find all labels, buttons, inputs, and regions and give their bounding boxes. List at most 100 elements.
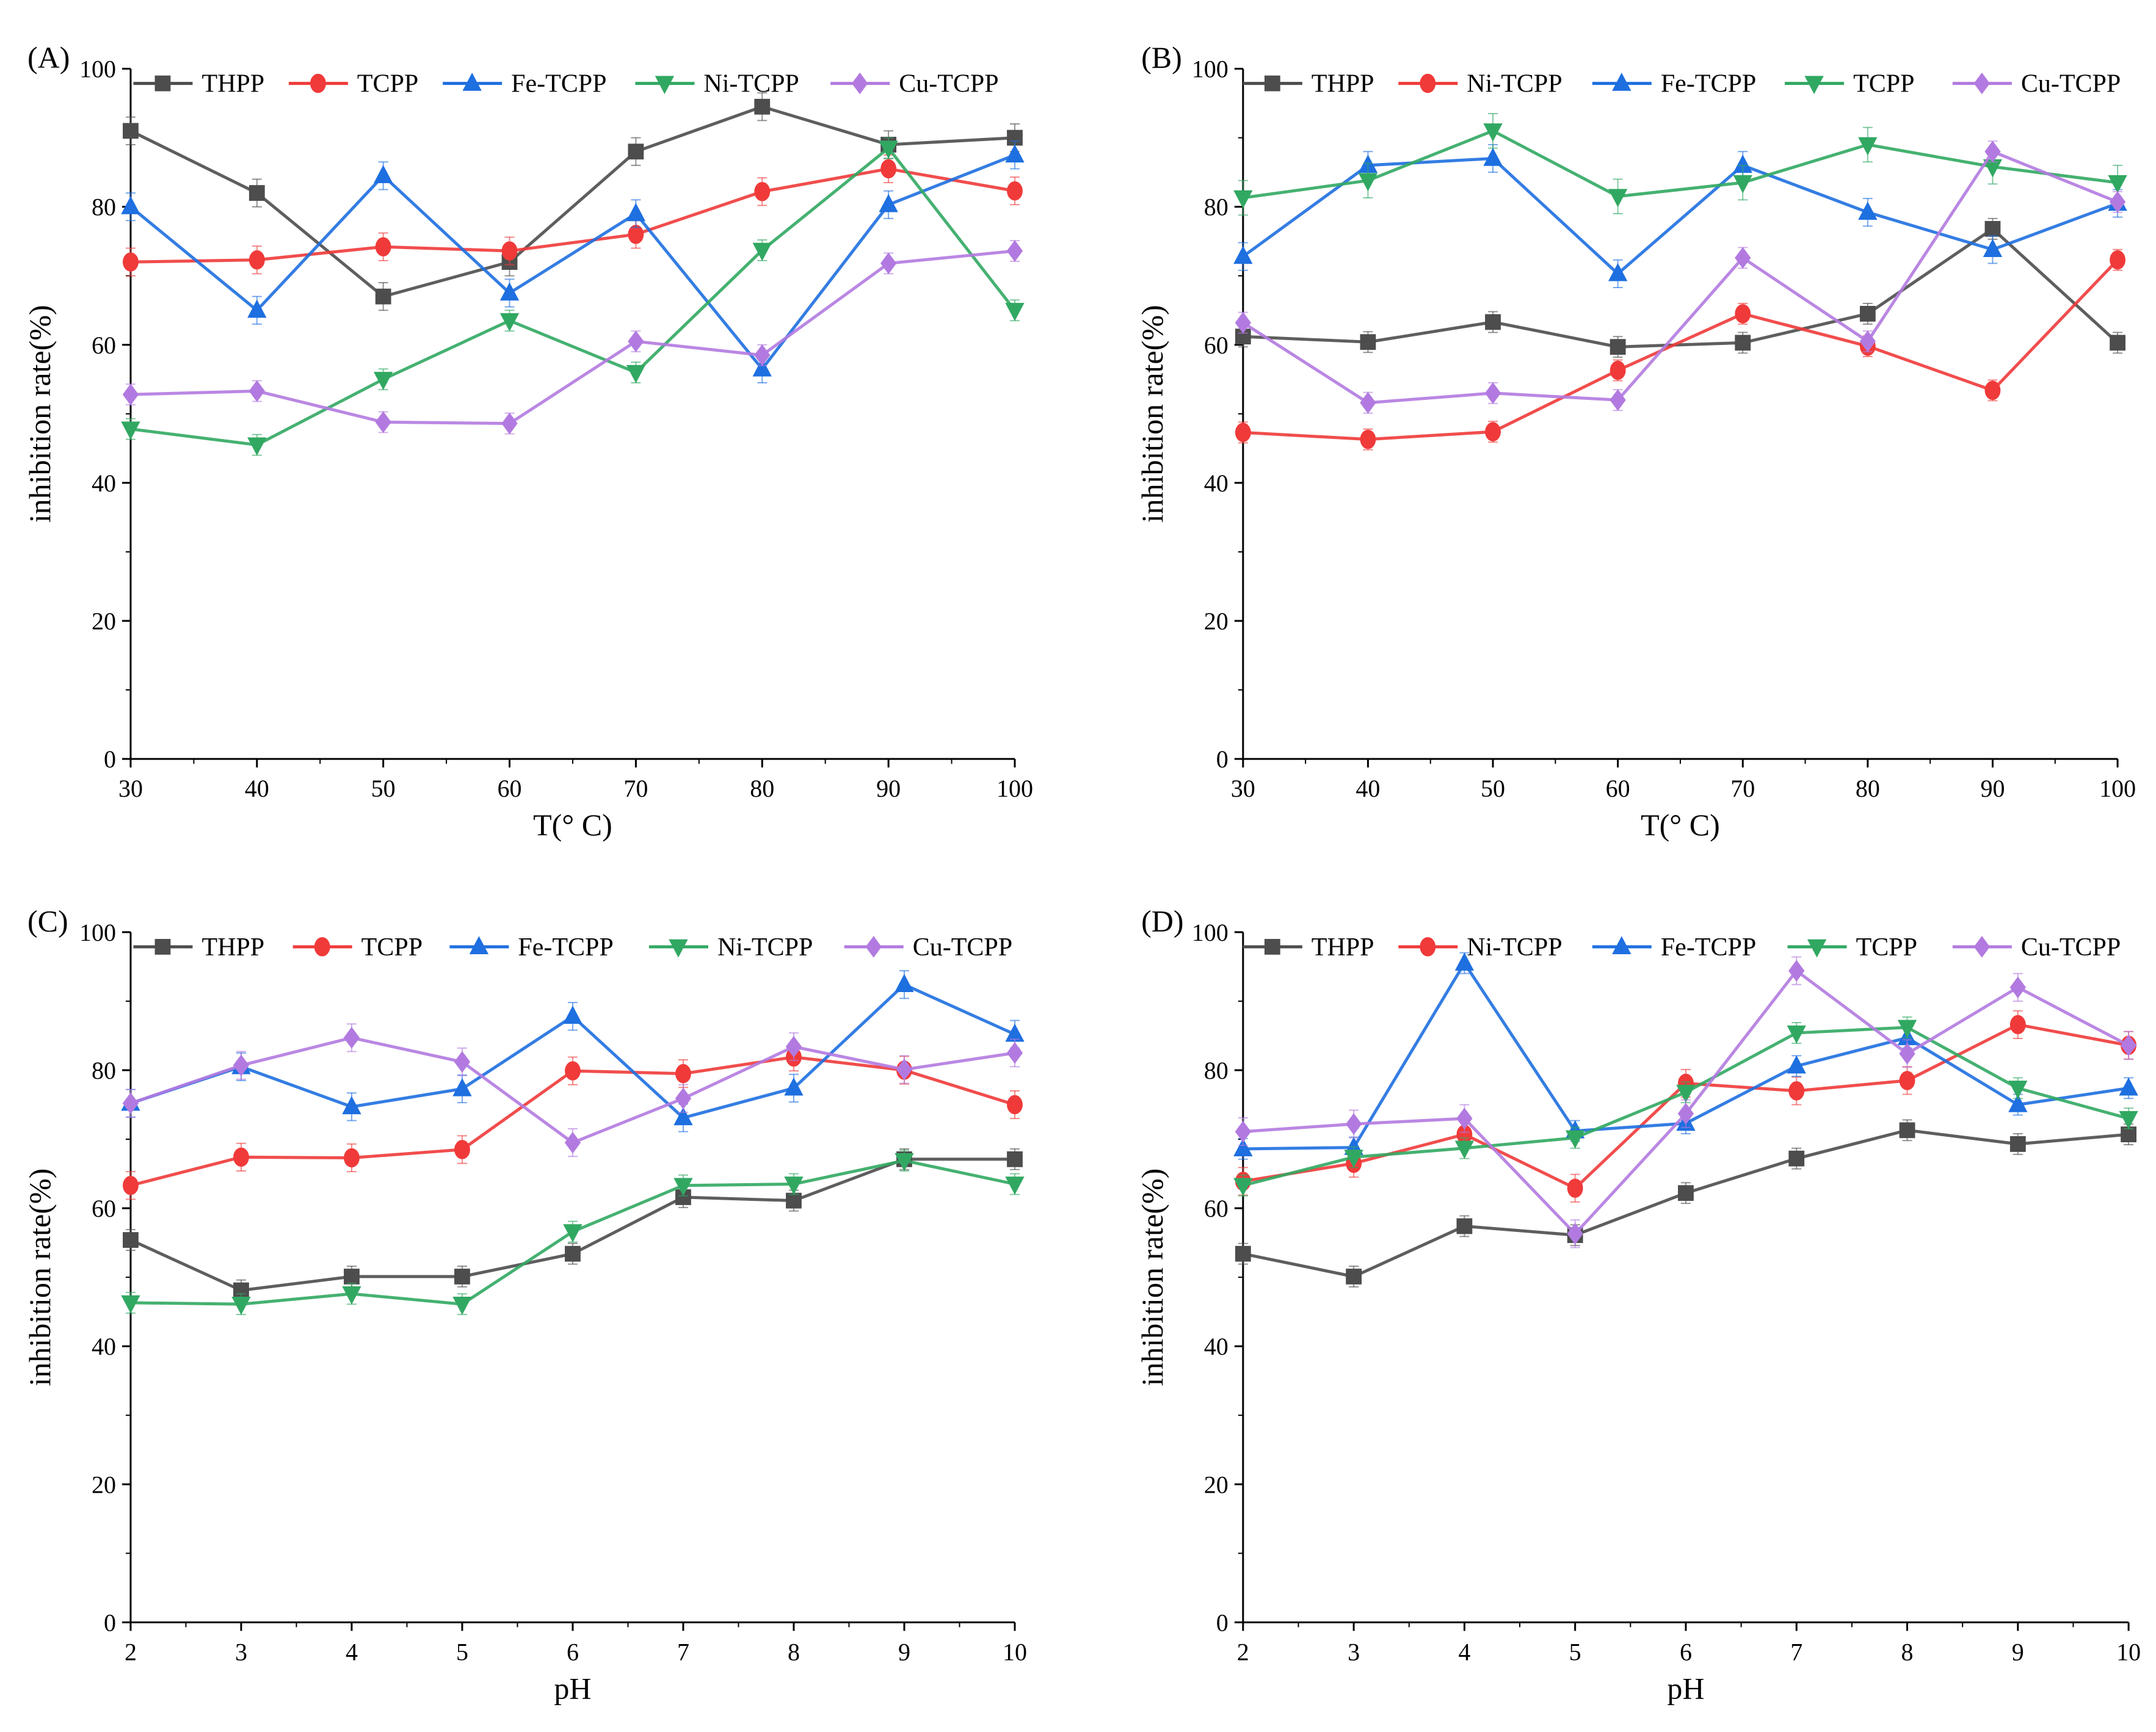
x-tick-label: 70 xyxy=(623,775,648,802)
data-point xyxy=(1678,1185,1694,1201)
data-point xyxy=(1733,175,1752,194)
data-point xyxy=(374,372,393,390)
legend-label: THPP xyxy=(201,933,264,962)
data-point xyxy=(247,299,267,318)
y-tick-label: 20 xyxy=(92,607,116,635)
data-point xyxy=(249,250,265,270)
data-point xyxy=(565,1061,581,1081)
x-tick-label: 9 xyxy=(2012,1638,2024,1665)
legend-label: Ni-TCPP xyxy=(703,70,799,98)
data-point xyxy=(1235,422,1251,443)
legend-label: Fe-TCPP xyxy=(1661,70,1756,98)
legend-marker xyxy=(655,76,675,95)
data-point xyxy=(452,1078,472,1096)
legend-item: TCPP xyxy=(292,933,423,962)
x-tick-label: 10 xyxy=(2116,1638,2141,1665)
data-point xyxy=(1984,140,2001,163)
data-point xyxy=(673,1178,693,1197)
x-tick-label: 60 xyxy=(498,775,522,802)
data-point xyxy=(247,437,267,456)
legend-marker xyxy=(669,939,688,958)
y-tick-label: 0 xyxy=(104,745,116,773)
y-tick-label: 20 xyxy=(92,1471,116,1498)
data-point xyxy=(880,252,897,275)
data-point xyxy=(628,330,644,352)
legend-marker xyxy=(1420,937,1436,957)
data-point xyxy=(563,1006,583,1024)
data-point xyxy=(1677,1103,1694,1125)
legend-marker xyxy=(1264,938,1280,955)
data-point xyxy=(1788,1081,1805,1101)
data-point xyxy=(1858,201,1878,220)
data-point xyxy=(879,140,898,159)
y-tick-label: 60 xyxy=(92,332,116,359)
data-point xyxy=(1358,173,1378,192)
x-tick-label: 90 xyxy=(1980,775,2005,802)
y-tick-label: 40 xyxy=(92,469,116,497)
data-point xyxy=(785,1035,802,1058)
data-point xyxy=(375,411,391,433)
data-point xyxy=(123,123,139,139)
data-point xyxy=(1345,1113,1362,1135)
y-tick-label: 0 xyxy=(104,1609,116,1636)
panel-label: (A) xyxy=(27,40,70,74)
x-tick-label: 70 xyxy=(1730,775,1755,802)
legend-item: Cu-TCPP xyxy=(1952,70,2121,98)
legend-marker xyxy=(154,938,171,955)
legend-item: Fe-TCPP xyxy=(443,70,607,98)
data-point xyxy=(675,1063,691,1084)
data-point xyxy=(233,1147,249,1167)
legend-label: THPP xyxy=(1312,933,1374,962)
data-point xyxy=(2008,1093,2028,1112)
data-point xyxy=(231,1296,251,1315)
data-point xyxy=(754,344,771,366)
data-point xyxy=(2008,1081,2028,1099)
x-tick-label: 5 xyxy=(456,1638,468,1665)
y-axis-label: inhibition rate(%) xyxy=(1135,305,1169,523)
data-point xyxy=(122,1092,139,1115)
data-point xyxy=(880,159,897,179)
series-line xyxy=(129,153,1015,372)
y-tick-label: 80 xyxy=(92,194,116,221)
data-point xyxy=(2110,335,2125,351)
x-tick-label: 7 xyxy=(677,1638,689,1665)
legend-item: THPP xyxy=(133,70,264,98)
data-point xyxy=(1566,1130,1585,1149)
data-point xyxy=(1360,334,1376,350)
y-tick-label: 0 xyxy=(1216,745,1229,773)
data-point xyxy=(754,182,771,201)
data-point xyxy=(2108,175,2127,194)
data-point xyxy=(342,1096,361,1115)
data-point xyxy=(2109,191,2126,213)
legend-marker xyxy=(1973,72,1990,95)
x-tick-label: 30 xyxy=(118,775,143,802)
data-point xyxy=(2110,250,2125,270)
y-tick-label: 0 xyxy=(1216,1609,1229,1636)
data-point xyxy=(344,1148,360,1168)
data-point xyxy=(626,203,646,222)
x-tick-label: 30 xyxy=(1231,775,1255,802)
data-point xyxy=(501,412,518,435)
data-point xyxy=(1233,190,1253,209)
data-point xyxy=(1899,1122,1915,1139)
series-cu-tcpp xyxy=(122,240,1023,435)
legend-marker xyxy=(865,936,882,958)
legend-item: TCPP xyxy=(1785,70,1914,98)
data-point xyxy=(1610,389,1626,411)
x-tick-label: 4 xyxy=(1458,1638,1470,1665)
series-fe-tcpp xyxy=(121,970,1025,1132)
panel-c: (C) 0 20 40 60 80 100 2 3 4 5 6 7 8 9 10 pH inhibition ra… xyxy=(23,904,1027,1705)
data-point xyxy=(784,1176,804,1195)
data-point xyxy=(123,1176,139,1195)
series-line xyxy=(130,167,1015,264)
x-axis-label: pH xyxy=(554,1671,591,1705)
legend-label: Cu-TCPP xyxy=(913,933,1012,962)
x-tick-label: 9 xyxy=(898,1638,910,1665)
x-tick-label: 8 xyxy=(788,1638,800,1665)
legend-label: THPP xyxy=(201,70,264,98)
x-tick-label: 3 xyxy=(1348,1638,1360,1665)
legend-item: Fe-TCPP xyxy=(1592,70,1756,98)
data-point xyxy=(121,1295,140,1314)
legend-marker xyxy=(1804,76,1824,95)
legend-marker xyxy=(852,72,868,95)
